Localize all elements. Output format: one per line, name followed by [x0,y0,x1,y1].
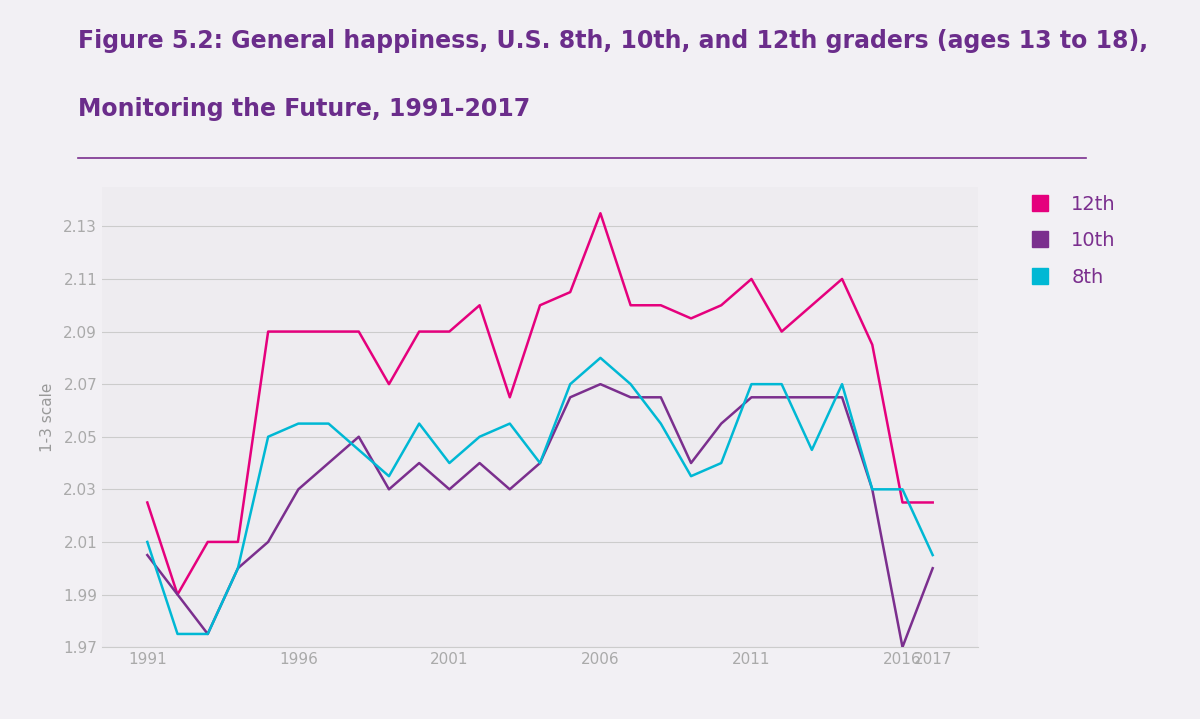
Text: Figure 5.2: General happiness, U.S. 8th, 10th, and 12th graders (ages 13 to 18),: Figure 5.2: General happiness, U.S. 8th,… [78,29,1148,52]
Legend: 12th, 10th, 8th: 12th, 10th, 8th [1013,187,1123,295]
Y-axis label: 1-3 scale: 1-3 scale [40,383,55,452]
Text: Monitoring the Future, 1991-2017: Monitoring the Future, 1991-2017 [78,97,530,121]
